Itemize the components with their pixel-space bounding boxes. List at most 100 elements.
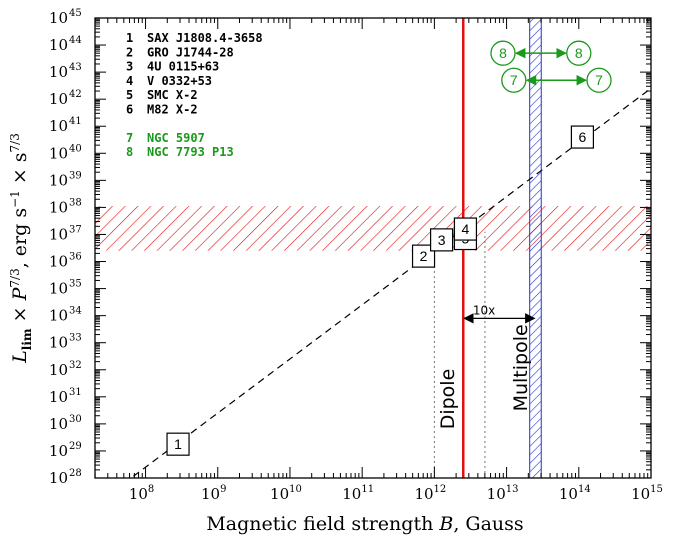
legend-name-8: NGC 7793 P13 <box>147 145 234 159</box>
y-axis-label: Llim × P7/3, erg s−1 × s7/3 <box>8 133 34 364</box>
legend-item-6: 6 M82 X-2 <box>126 103 198 117</box>
point-4: 4 <box>453 217 478 241</box>
x-tick-label-8: 108 <box>129 484 154 503</box>
range-label-7-1: 7 <box>510 72 518 88</box>
y-tick-exp-30: 30 <box>69 414 82 425</box>
point-1: 1 <box>166 432 190 456</box>
legend-num-2: 2 <box>126 45 133 59</box>
y-tick-exp-31: 31 <box>69 387 82 398</box>
factor-label: 10x <box>473 303 495 317</box>
annotations: Dipole Multipole 10x <box>437 303 532 429</box>
point-box-3 <box>429 228 454 252</box>
point-3: 3 <box>429 228 454 252</box>
y-tick-label-29: 10 <box>49 442 68 460</box>
x-tick-label-15: 1015 <box>631 484 663 503</box>
y-tick-label-38: 10 <box>49 198 68 216</box>
y-tick-label-33: 10 <box>49 334 68 352</box>
legend-num-4: 4 <box>126 74 133 88</box>
y-tick-label-44: 10 <box>49 36 68 54</box>
y-tick-label-34: 10 <box>49 307 68 325</box>
legend-name-4: V 0332+53 <box>147 74 212 88</box>
legend-num-5: 5 <box>126 88 133 102</box>
y-tick-label-35: 10 <box>49 280 68 298</box>
y-tick-label-32: 10 <box>49 361 68 379</box>
shaded-regions <box>95 18 651 478</box>
range-circle-8-1 <box>490 40 516 66</box>
legend-num-3: 3 <box>126 60 133 74</box>
legend-name-1: SAX J1808.4-3658 <box>147 31 263 45</box>
range-label-7-2: 7 <box>595 72 603 88</box>
legend-item-5: 5 SMC X-2 <box>126 88 198 102</box>
legend-num-8: 8 <box>126 145 133 159</box>
y-tick-exp-28: 28 <box>69 468 82 479</box>
y-tick-exp-42: 42 <box>69 89 82 100</box>
range-label-8-1: 8 <box>499 45 507 61</box>
x-tick-label-14: 1014 <box>559 484 591 503</box>
y-tick-exp-41: 41 <box>69 116 82 127</box>
y-tick-exp-44: 44 <box>69 35 82 46</box>
legend-num-7: 7 <box>126 131 133 145</box>
y-tick-label-39: 10 <box>49 171 68 189</box>
y-tick-label-36: 10 <box>49 253 68 271</box>
legend-item-2: 2 GRO J1744-28 <box>126 45 234 59</box>
y-tick-exp-37: 37 <box>69 224 82 235</box>
x-tick-label-11: 1011 <box>342 484 374 503</box>
y-tick-exp-34: 34 <box>69 306 82 317</box>
point-2: 2 <box>411 244 436 268</box>
trend-line <box>130 87 651 478</box>
legend-item-1: 1 SAX J1808.4-3658 <box>126 31 263 45</box>
point-label-1: 1 <box>174 436 182 452</box>
legend-item-4: 4 V 0332+53 <box>126 74 212 88</box>
legend: 1 SAX J1808.4-3658 2 GRO J1744-28 3 4U 0115+6… <box>126 31 263 159</box>
y-tick-exp-40: 40 <box>69 143 82 154</box>
legend-name-2: GRO J1744-28 <box>147 45 234 59</box>
luminosity-band <box>95 206 651 251</box>
point-label-4: 4 <box>462 221 470 237</box>
legend-item-8: 8 NGC 7793 P13 <box>126 145 234 159</box>
range-circle-7-1 <box>501 67 527 93</box>
legend-name-5: SMC X-2 <box>147 88 198 102</box>
legend-num-1: 1 <box>126 31 133 45</box>
x-tick-label-9: 109 <box>201 484 226 503</box>
y-tick-label-30: 10 <box>49 415 68 433</box>
y-tick-exp-35: 35 <box>69 279 82 290</box>
point-box-4 <box>453 217 478 241</box>
x-tick-label-12: 1012 <box>414 484 446 503</box>
y-tick-exp-36: 36 <box>69 252 82 263</box>
y-tick-label-37: 10 <box>49 225 68 243</box>
y-tick-exp-29: 29 <box>69 441 82 452</box>
x-tick-label-10: 1010 <box>270 484 302 503</box>
y-tick-label-40: 10 <box>49 144 68 162</box>
y-tick-label-28: 10 <box>49 469 68 487</box>
y-tick-label-45: 10 <box>49 9 68 27</box>
legend-name-7: NGC 5907 <box>147 131 205 145</box>
multipole-band <box>529 18 542 478</box>
point-box-6 <box>570 125 595 149</box>
legend-num-6: 6 <box>126 103 133 117</box>
dipole-label: Dipole <box>437 369 459 430</box>
point-label-2: 2 <box>420 248 428 264</box>
legend-name-3: 4U 0115+63 <box>147 60 219 74</box>
x-tick-label-13: 1013 <box>487 484 519 503</box>
y-tick-exp-39: 39 <box>69 170 82 181</box>
y-tick-label-42: 10 <box>49 90 68 108</box>
x-axis-label: Magnetic field strength B, Gauss <box>206 513 523 535</box>
multipole-label: Multipole <box>510 324 532 411</box>
y-tick-exp-43: 43 <box>69 62 82 73</box>
point-6: 6 <box>570 125 595 149</box>
point-box-1 <box>166 432 190 456</box>
data-points: 1236548877 <box>166 40 612 456</box>
y-tick-exp-45: 45 <box>69 8 82 19</box>
point-box-2 <box>411 244 436 268</box>
y-tick-exp-32: 32 <box>69 360 82 371</box>
legend-item-7: 7 NGC 5907 <box>126 131 205 145</box>
y-tick-label-31: 10 <box>49 388 68 406</box>
y-tick-label-43: 10 <box>49 63 68 81</box>
legend-name-6: M82 X-2 <box>147 103 198 117</box>
plot-frame <box>94 17 652 479</box>
point-label-3: 3 <box>438 232 446 248</box>
y-tick-label-41: 10 <box>49 117 68 135</box>
